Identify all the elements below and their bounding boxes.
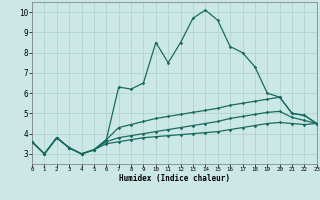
X-axis label: Humidex (Indice chaleur): Humidex (Indice chaleur) bbox=[119, 174, 230, 183]
